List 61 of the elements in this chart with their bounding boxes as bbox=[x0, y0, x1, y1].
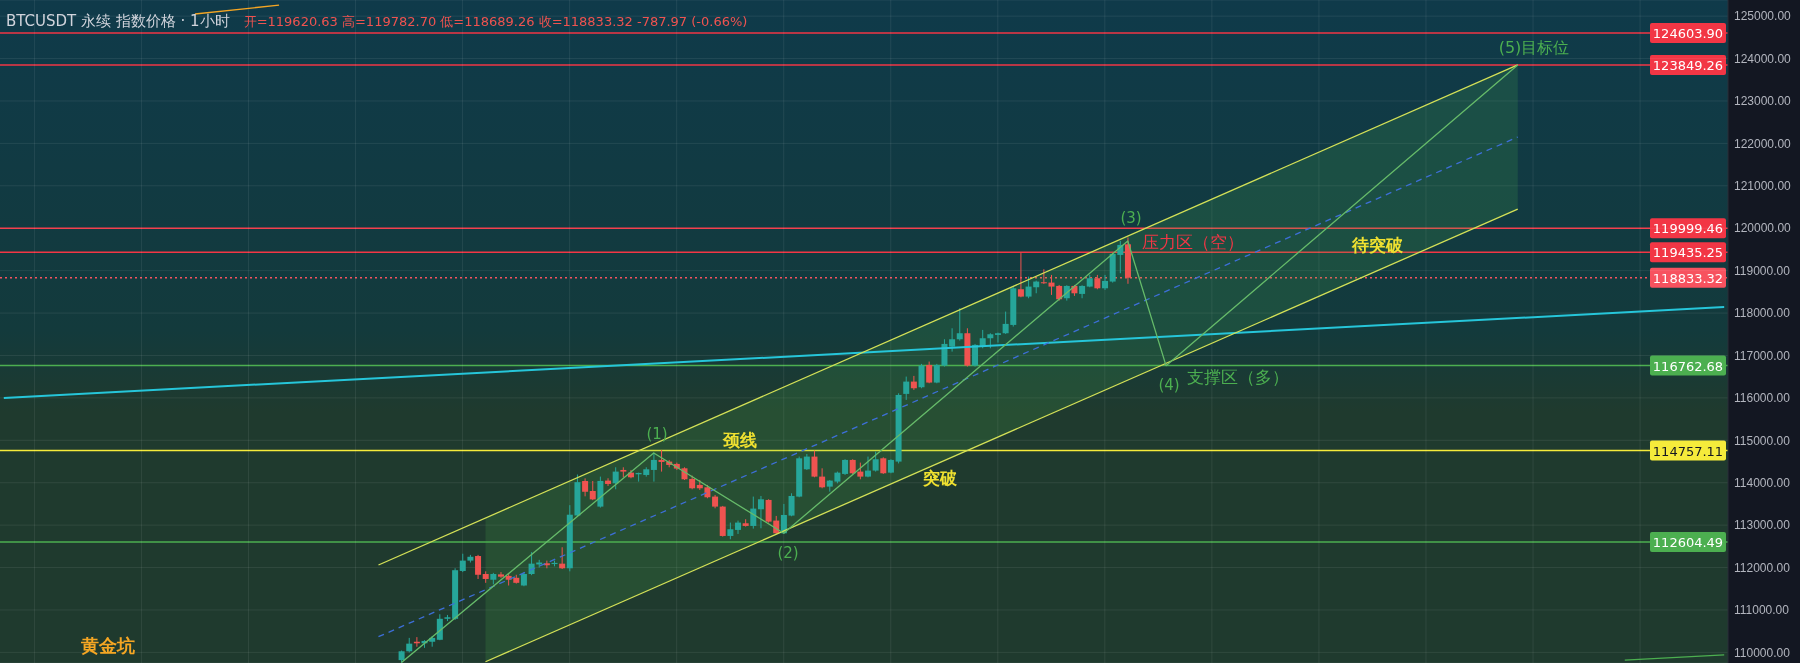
candlestick bbox=[475, 554, 482, 580]
y-tick-label: 125000.00 bbox=[1734, 9, 1792, 24]
candlestick bbox=[1102, 274, 1109, 291]
candlestick bbox=[949, 327, 956, 353]
ref-line-label: 123849.26 bbox=[1652, 57, 1724, 73]
annotation: 待突破 bbox=[1350, 234, 1404, 255]
y-tick-label: 112000.00 bbox=[1734, 560, 1791, 575]
ref-line-label: 118833.32 bbox=[1652, 270, 1724, 286]
candlestick bbox=[605, 477, 612, 487]
annotation: 颈线 bbox=[722, 429, 757, 450]
annotation: (2) bbox=[777, 544, 799, 563]
candlestick bbox=[1040, 268, 1047, 285]
ref-line-label: 114757.11 bbox=[1652, 443, 1724, 459]
candlestick bbox=[658, 449, 665, 473]
candlestick bbox=[1025, 276, 1032, 299]
text: 开=119620.63 高=119782.70 低=118689.26 收=118833.32 -787.97 (-0.66%) bbox=[243, 13, 748, 31]
candlestick bbox=[956, 307, 963, 342]
annotation: (1) bbox=[646, 425, 668, 444]
candlestick bbox=[994, 332, 1001, 344]
candlestick bbox=[819, 467, 826, 489]
annotation: 突破 bbox=[922, 467, 958, 488]
candlestick bbox=[650, 452, 657, 483]
annotation: 压力区（空） bbox=[1142, 232, 1244, 253]
candlestick bbox=[497, 571, 504, 579]
y-tick-label: 116000.00 bbox=[1734, 391, 1791, 406]
annotation: (3) bbox=[1120, 209, 1142, 228]
candlestick bbox=[735, 520, 742, 535]
y-tick-label: 111000.00 bbox=[1734, 603, 1790, 618]
candlestick bbox=[757, 495, 764, 529]
y-tick-label: 124000.00 bbox=[1734, 51, 1792, 66]
y-tick-label: 114000.00 bbox=[1734, 475, 1791, 490]
y-tick-label: 118000.00 bbox=[1734, 306, 1791, 321]
ref-line-label: 112604.49 bbox=[1652, 534, 1724, 550]
y-tick-label: 117000.00 bbox=[1734, 348, 1791, 363]
ref-line-label: 124603.90 bbox=[1652, 25, 1724, 41]
candlestick bbox=[811, 450, 818, 478]
ref-line-label: 119435.25 bbox=[1652, 245, 1724, 261]
candlestick bbox=[918, 363, 925, 389]
annotation: 支撑区（多） bbox=[1187, 367, 1289, 388]
candlestick bbox=[589, 480, 596, 501]
y-tick-label: 113000.00 bbox=[1734, 518, 1791, 533]
annotation: (4) bbox=[1158, 375, 1180, 394]
y-tick-label: 110000.00 bbox=[1734, 645, 1791, 660]
ref-line-label: 116762.68 bbox=[1652, 358, 1724, 374]
y-tick-label: 121000.00 bbox=[1734, 179, 1792, 194]
y-tick-label: 122000.00 bbox=[1734, 136, 1792, 151]
text: BTCUSDT 永续 指数价格 · 1小时 bbox=[6, 12, 230, 31]
annotation: (5)目标位 bbox=[1498, 37, 1570, 57]
annotation: 黄金坑 bbox=[80, 635, 135, 657]
candlestick bbox=[903, 376, 910, 401]
candlestick bbox=[459, 553, 466, 573]
candlestick bbox=[910, 375, 917, 391]
candlestick bbox=[612, 466, 619, 490]
candlestick bbox=[1017, 252, 1024, 298]
y-tick-label: 115000.00 bbox=[1734, 433, 1791, 448]
y-tick-label: 123000.00 bbox=[1734, 94, 1792, 109]
candlestick bbox=[972, 343, 979, 368]
y-tick-label: 119000.00 bbox=[1734, 263, 1791, 278]
y-tick-label: 120000.00 bbox=[1734, 221, 1792, 236]
ref-line-label: 119999.46 bbox=[1652, 221, 1724, 237]
candlestick bbox=[872, 451, 879, 473]
